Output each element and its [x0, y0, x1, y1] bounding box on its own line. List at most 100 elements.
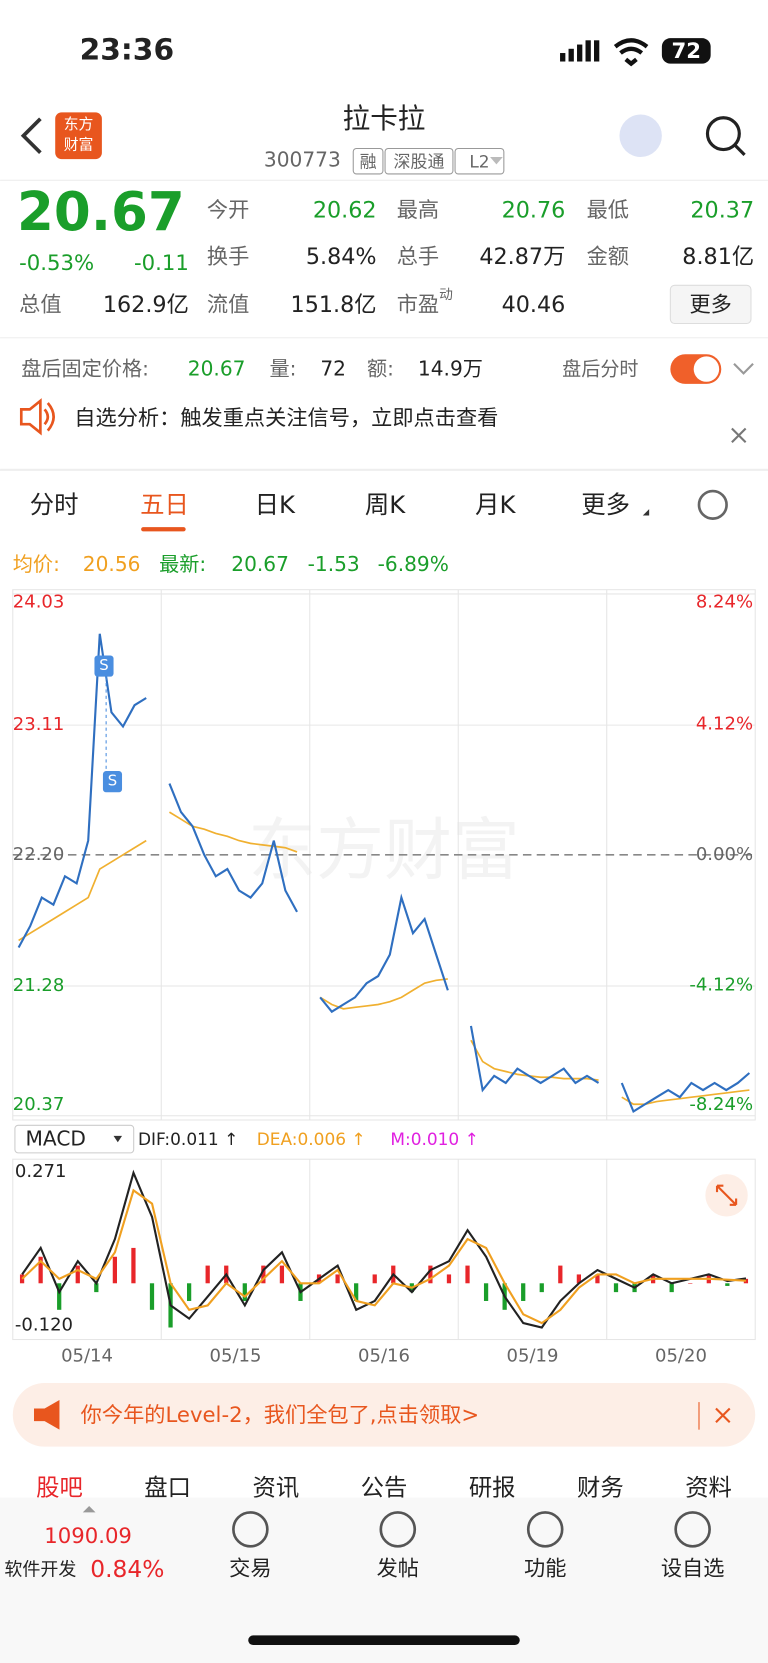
logo-text: 财富	[64, 135, 94, 153]
indicator-select[interactable]	[14, 1124, 135, 1154]
sub-tabs: 股吧 盘口 资讯 公告 研报 财务 资料	[36, 1474, 732, 1502]
field-label: 最低	[587, 198, 629, 223]
nav-label[interactable]: 发帖	[377, 1557, 419, 1582]
quote-fields: 今开 20.62 最高 20.76 最低 20.37 换手 5.84% 总手 42.87万 金额 8.…	[19, 198, 754, 318]
divider	[0, 468, 768, 471]
nav-label[interactable]: 交易	[229, 1557, 271, 1582]
rect	[593, 40, 600, 62]
sub-tab[interactable]: 盘口	[144, 1474, 191, 1502]
field-label: 市盈	[397, 292, 439, 317]
x-tick-label: 05/16	[358, 1345, 410, 1366]
after-hours-label: 盘后固定价格:	[21, 357, 149, 381]
rect	[94, 655, 114, 677]
home-indicator	[248, 1635, 520, 1645]
field-label: 今开	[207, 198, 249, 223]
watermark: 东方财富	[248, 811, 519, 890]
y2-tick-label: -8.24%	[689, 1094, 753, 1115]
banner[interactable]	[12, 1383, 756, 1447]
macd-bar	[725, 1283, 730, 1286]
sub-tab[interactable]: 股吧	[36, 1474, 83, 1502]
stock-code: 300773	[264, 148, 341, 172]
tab[interactable]: 月K	[475, 490, 516, 519]
line-DEA	[21, 1188, 747, 1325]
speaker-icon	[19, 398, 55, 436]
index-name: 软件开发	[4, 1560, 76, 1581]
close[interactable]	[731, 427, 747, 444]
nav-label[interactable]: 设自选	[661, 1557, 725, 1582]
indicator-value: DIF:0.011 ↑	[138, 1129, 238, 1149]
nav-icon[interactable]	[526, 1511, 564, 1548]
text: S	[99, 657, 108, 674]
notice[interactable]	[0, 394, 768, 469]
macd-bar	[279, 1265, 285, 1284]
indicator[interactable]: MACD	[26, 1127, 86, 1151]
tab[interactable]: 分时	[30, 490, 79, 519]
tab[interactable]: 周K	[365, 490, 406, 519]
y2-tick-label: 8.24%	[696, 591, 753, 612]
tab[interactable]: 更多	[581, 490, 630, 519]
macd-bar	[446, 1274, 452, 1284]
field-value: 5.84%	[306, 244, 377, 270]
x-tick-label: 05/19	[507, 1345, 559, 1366]
macd-chart: MACD DIF:0.011 ↑ DEA:0.006 ↑ M:0.010 ↑ 05/14…	[12, 1127, 756, 1366]
nav-icon[interactable]	[379, 1511, 417, 1548]
macd-bar	[688, 1283, 693, 1284]
y-tick-label: 23.11	[13, 714, 65, 735]
change-pct: -0.53%	[19, 251, 94, 276]
y-tick-label: 22.20	[13, 844, 65, 865]
sub-tab[interactable]: 资料	[685, 1474, 732, 1502]
banner-icon	[34, 1399, 60, 1430]
amount-label: 额:	[367, 357, 394, 381]
nav-label[interactable]: 功能	[524, 1557, 566, 1582]
sub-tab[interactable]: 研报	[469, 1474, 516, 1502]
tab-indicator	[141, 527, 186, 532]
tab[interactable]: 日K	[255, 490, 296, 519]
more-button[interactable]	[669, 284, 752, 325]
macd-bar	[613, 1283, 619, 1293]
tag-box	[384, 147, 454, 175]
signal	[560, 40, 600, 62]
y-tick-label: 0.271	[15, 1161, 67, 1182]
dropdown[interactable]	[490, 156, 503, 165]
search-handle	[733, 144, 746, 156]
toggle-knob	[693, 356, 720, 382]
sub-tab[interactable]: 财务	[577, 1474, 624, 1502]
divider	[0, 337, 768, 339]
index-value: 1090.09	[44, 1524, 132, 1549]
y2-tick-label: -4.12%	[689, 974, 753, 995]
line-price	[17, 633, 751, 1114]
line-average	[18, 811, 750, 1106]
expand[interactable]	[733, 363, 754, 375]
field-label: 金额	[587, 245, 629, 270]
rect	[102, 771, 123, 793]
field-value: 8.81亿	[682, 244, 754, 270]
latest: 20.67	[231, 552, 289, 576]
settings-icon[interactable]	[697, 489, 728, 520]
x-tick-label: 05/20	[655, 1345, 707, 1366]
sub-tab[interactable]: 资讯	[252, 1474, 299, 1502]
search-icon[interactable]	[705, 116, 741, 152]
plot-frame	[12, 1158, 756, 1341]
text: S	[108, 773, 117, 790]
macd-bar	[242, 1283, 247, 1301]
field-label: 总值	[19, 292, 61, 317]
avg: 20.56	[83, 552, 141, 576]
nav-icon[interactable]	[674, 1511, 711, 1548]
field-label: 换手	[207, 245, 249, 270]
change: -0.11	[134, 251, 189, 276]
field-sup: 动	[439, 287, 453, 303]
wifi	[613, 38, 649, 67]
rect	[568, 48, 574, 62]
tab[interactable]: 五日	[140, 490, 189, 519]
nav-icon[interactable]	[232, 1511, 269, 1548]
back-button[interactable]	[20, 117, 42, 155]
y-tick-label: -0.120	[15, 1315, 73, 1336]
sub-tab[interactable]: 公告	[361, 1474, 408, 1502]
after-hours-price: 20.67	[188, 357, 246, 381]
field-value: 162.9亿	[103, 292, 189, 318]
robot-icon[interactable]	[619, 114, 662, 157]
battery	[661, 38, 711, 64]
amount: 14.9万	[418, 357, 483, 381]
field-value: 42.87万	[479, 244, 565, 270]
banner-close[interactable]	[715, 1407, 731, 1423]
